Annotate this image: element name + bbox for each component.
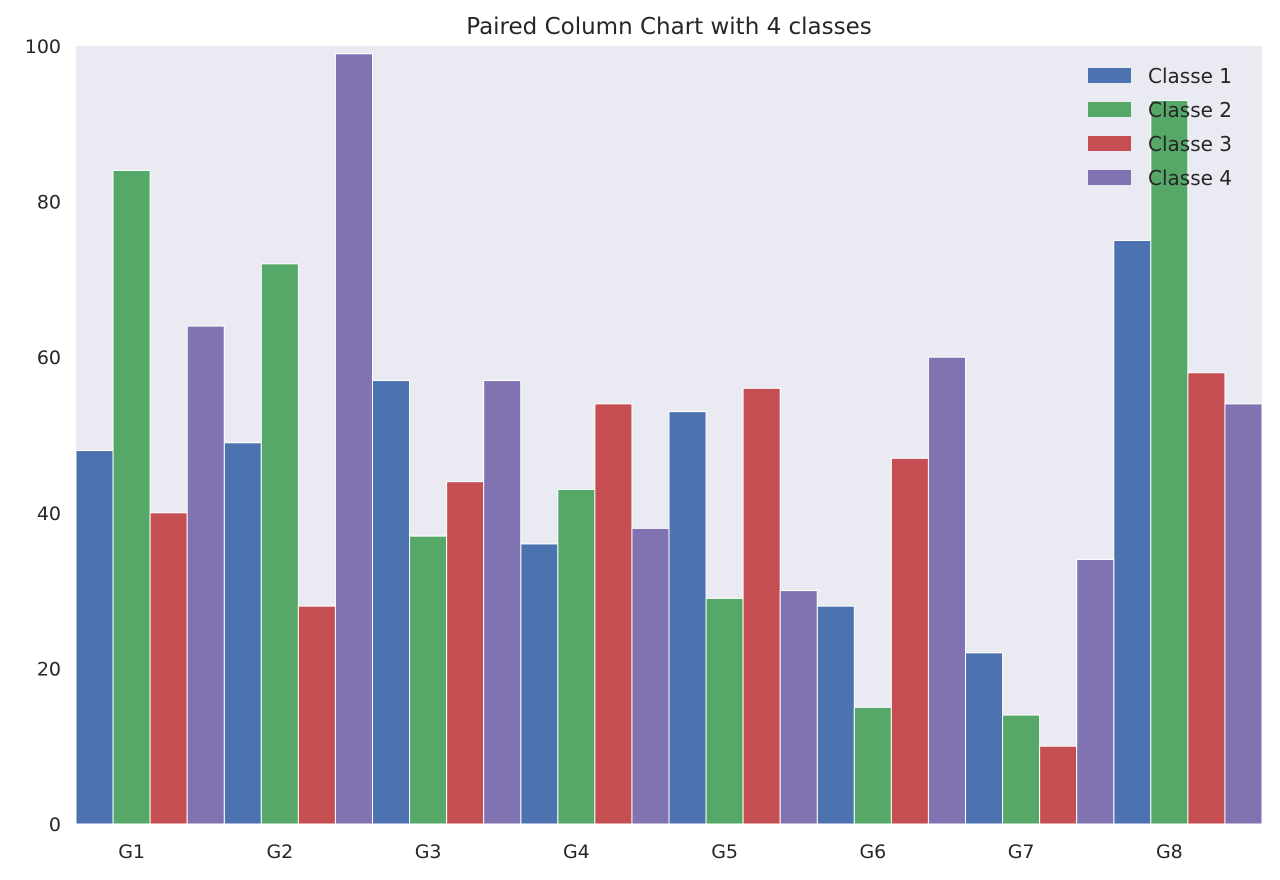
bar-g3-series-2 xyxy=(409,535,448,825)
x-tick-label: G2 xyxy=(266,841,293,863)
bar-g2-series-1 xyxy=(223,442,262,825)
bar-g6-series-2 xyxy=(853,706,892,825)
y-tick-label: 40 xyxy=(37,503,61,525)
bar-g8-series-1 xyxy=(1113,240,1152,825)
bar-g3-series-4 xyxy=(483,380,522,825)
bar-g7-series-3 xyxy=(1039,745,1078,825)
legend-label: Classe 2 xyxy=(1148,98,1232,122)
y-tick-label: 60 xyxy=(37,347,61,369)
legend: Classe 1 Classe 2 Classe 3 Classe 4 xyxy=(1088,64,1232,190)
bar-g5-series-3 xyxy=(742,387,781,825)
bar-g1-series-1 xyxy=(75,450,114,825)
x-axis: G1 G2 G3 G4 G5 G6 G7 G8 xyxy=(118,841,1183,863)
x-tick-label: G5 xyxy=(711,841,738,863)
bar-g5-series-2 xyxy=(705,597,744,825)
bar-g5-series-1 xyxy=(668,411,707,825)
bar-g6-series-4 xyxy=(927,356,966,825)
x-tick-label: G3 xyxy=(415,841,442,863)
legend-swatch xyxy=(1088,102,1131,117)
bar-g8-series-2 xyxy=(1150,99,1189,825)
legend-swatch xyxy=(1088,68,1131,83)
y-tick-label: 20 xyxy=(37,658,61,680)
bar-g4-series-1 xyxy=(520,543,559,825)
legend-label: Classe 3 xyxy=(1148,132,1232,156)
legend-label: Classe 1 xyxy=(1148,64,1232,88)
bar-g1-series-4 xyxy=(186,325,225,825)
y-tick-label: 0 xyxy=(49,814,61,836)
x-tick-label: G4 xyxy=(563,841,590,863)
bar-g5-series-4 xyxy=(779,590,818,825)
bar-g6-series-1 xyxy=(816,605,855,825)
x-tick-label: G8 xyxy=(1156,841,1183,863)
bar-g7-series-1 xyxy=(965,652,1004,825)
x-tick-label: G7 xyxy=(1008,841,1035,863)
x-tick-label: G1 xyxy=(118,841,145,863)
bar-g1-series-3 xyxy=(149,512,188,825)
bar-g7-series-2 xyxy=(1002,714,1041,825)
bar-g2-series-2 xyxy=(260,263,299,825)
legend-swatch xyxy=(1088,170,1131,185)
bar-g3-series-3 xyxy=(446,481,485,825)
bar-g8-series-3 xyxy=(1187,372,1226,825)
y-axis: 0 20 40 60 80 100 xyxy=(25,36,61,836)
bar-g2-series-4 xyxy=(334,53,373,825)
bar-g7-series-4 xyxy=(1076,558,1115,825)
x-tick-label: G6 xyxy=(859,841,886,863)
bar-g4-series-2 xyxy=(557,488,596,825)
bar-g1-series-2 xyxy=(112,169,151,825)
y-tick-label: 100 xyxy=(25,36,61,58)
y-tick-label: 80 xyxy=(37,192,61,214)
bar-g4-series-3 xyxy=(594,403,633,825)
bars-group xyxy=(75,53,1263,825)
chart-title: Paired Column Chart with 4 classes xyxy=(466,14,872,40)
bar-g8-series-4 xyxy=(1224,403,1263,825)
legend-label: Classe 4 xyxy=(1148,166,1232,190)
bar-g3-series-1 xyxy=(372,380,411,825)
bar-g2-series-3 xyxy=(297,605,336,825)
bar-g6-series-3 xyxy=(890,457,929,825)
bar-g4-series-4 xyxy=(631,527,670,825)
legend-swatch xyxy=(1088,136,1131,151)
